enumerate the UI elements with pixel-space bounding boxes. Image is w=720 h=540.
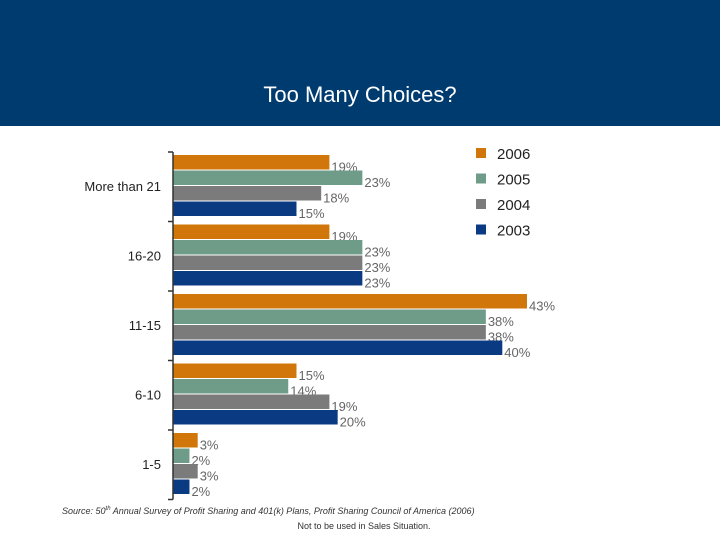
data-label-2003-1: 23% [364,276,390,291]
source-note: Source: 50th Annual Survey of Profit Sha… [62,506,475,516]
bar-2005-3 [173,379,289,394]
source-suffix: Annual Survey of Profit Sharing and 401(… [110,506,475,516]
legend-label-2005: 2005 [497,172,530,189]
bar-2003-2 [173,340,503,355]
bar-2005-0 [173,170,363,185]
bar-2004-0 [173,186,322,201]
bar-2003-4 [173,479,190,494]
data-label-2003-4: 2% [191,484,210,499]
bar-2004-2 [173,325,486,340]
data-label-2003-2: 40% [504,345,530,360]
bar-2003-1 [173,271,363,286]
data-label-2004-1: 23% [364,260,390,275]
bar-2003-3 [173,410,338,425]
bar-2004-4 [173,464,198,479]
data-label-2005-0: 23% [364,175,390,190]
bar-2006-2 [173,294,527,309]
bar-2005-1 [173,240,363,255]
bar-2005-4 [173,448,190,463]
legend-label-2003: 2003 [497,223,530,240]
data-label-2003-3: 20% [340,415,366,430]
data-label-2004-4: 3% [200,469,219,484]
footer-note: Not to be used in Sales Situation. [297,521,431,531]
page-title: Too Many Choices? [263,82,457,107]
header-banner [0,0,720,126]
data-label-2005-1: 23% [364,245,390,260]
bar-2006-0 [173,155,330,170]
legend-swatch-2006 [476,148,486,158]
data-label-2004-0: 18% [323,191,349,206]
data-label-2006-3: 15% [298,368,324,383]
legend-swatch-2005 [476,173,486,184]
category-label-4: 1-5 [142,457,161,472]
legend-label-2004: 2004 [497,197,530,214]
bar-chart: 19%23%18%15%More than 2119%23%23%23%16-2… [84,146,555,501]
legend-swatch-2004 [476,199,486,209]
source-prefix: Source: 50 [62,506,106,516]
source-superscript: th [105,506,111,512]
bar-2004-1 [173,255,363,270]
legend-swatch-2003 [476,224,486,235]
bar-2006-1 [173,224,330,239]
bar-2006-4 [173,433,198,448]
bar-2004-3 [173,394,330,409]
legend-label-2006: 2006 [497,146,530,163]
category-label-1: 16-20 [128,248,161,263]
category-label-3: 6-10 [135,387,161,402]
category-label-0: More than 21 [84,179,161,194]
data-label-2006-4: 3% [200,438,219,453]
category-label-2: 11-15 [129,318,161,333]
bar-2003-0 [173,201,297,216]
data-label-2005-2: 38% [488,314,514,329]
bar-2005-2 [173,309,486,324]
data-label-2006-2: 43% [529,299,555,314]
data-label-2003-0: 15% [298,206,324,221]
data-label-2004-3: 19% [331,399,357,414]
bar-2006-3 [173,363,297,378]
